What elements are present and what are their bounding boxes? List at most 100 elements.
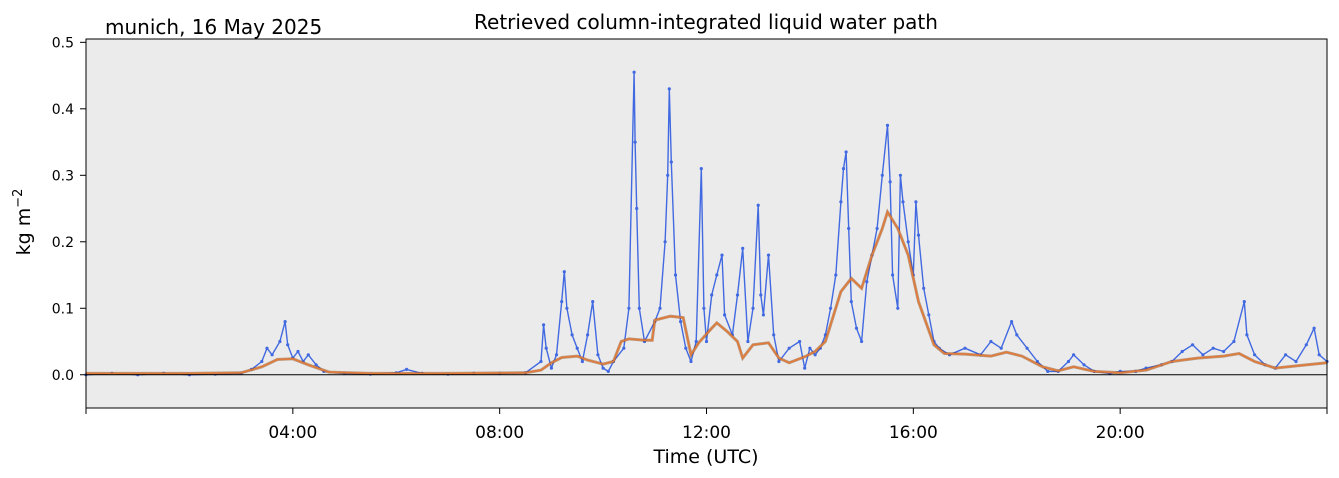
y-axis-label-base: kg m	[13, 208, 35, 256]
data-point	[575, 346, 579, 350]
data-point	[666, 173, 670, 177]
data-point	[622, 346, 626, 350]
data-point	[560, 300, 564, 304]
data-point	[1232, 339, 1236, 344]
data-point	[669, 160, 673, 164]
data-point	[632, 70, 636, 74]
data-point	[875, 226, 879, 231]
data-point	[1294, 359, 1298, 364]
data-point	[751, 306, 755, 310]
data-point	[405, 367, 409, 371]
data-point	[570, 333, 574, 337]
data-point	[637, 306, 641, 310]
data-point	[591, 300, 595, 304]
x-tick-label: 16:00	[889, 423, 938, 443]
data-point	[829, 306, 833, 310]
data-point	[741, 246, 745, 250]
data-point	[860, 339, 864, 344]
x-tick-label: 12:00	[682, 423, 731, 443]
data-point	[1191, 343, 1195, 347]
data-point	[756, 203, 760, 207]
data-point	[667, 87, 671, 91]
data-point	[286, 343, 290, 347]
y-tick-label: 0.5	[52, 35, 74, 51]
y-tick-label: 0.3	[52, 168, 74, 184]
data-point	[633, 140, 637, 144]
data-point	[549, 366, 554, 370]
data-point	[735, 293, 740, 297]
data-point	[849, 300, 853, 304]
data-point	[854, 326, 859, 330]
data-point	[270, 353, 274, 357]
data-point	[542, 323, 546, 327]
data-point	[562, 270, 566, 274]
data-point	[1082, 363, 1086, 367]
data-point	[927, 313, 931, 317]
data-point	[673, 273, 678, 277]
data-point	[1072, 353, 1076, 357]
plot-area	[86, 39, 1327, 408]
data-point	[1317, 353, 1321, 357]
data-point	[1015, 333, 1019, 337]
data-point	[260, 359, 264, 364]
data-point	[699, 167, 703, 171]
data-point	[684, 346, 688, 350]
data-point	[715, 273, 719, 277]
data-point	[839, 200, 843, 204]
y-axis-label: kg m−2	[11, 189, 35, 256]
data-point	[772, 333, 776, 337]
data-point	[906, 240, 910, 244]
data-point	[989, 339, 993, 344]
data-point	[296, 349, 300, 354]
data-point	[278, 339, 282, 344]
x-tick-label: 04:00	[268, 423, 317, 443]
data-point	[888, 180, 892, 184]
series-layer	[84, 70, 1329, 377]
data-point	[1242, 300, 1246, 304]
data-point	[1284, 353, 1288, 357]
data-point	[999, 346, 1003, 350]
data-point	[554, 353, 559, 357]
data-point	[844, 150, 848, 154]
data-point	[885, 123, 890, 127]
data-point	[539, 359, 543, 364]
data-point	[1025, 346, 1029, 350]
data-point	[596, 353, 600, 357]
data-point	[283, 320, 287, 324]
ticks-layer: 04:00 08:00 12:00 16:00 20:00 0.0 0.1 0.2 0.3 0.4…	[52, 35, 1328, 443]
data-point	[1253, 353, 1257, 357]
data-point	[710, 293, 714, 297]
data-point	[314, 363, 318, 367]
data-point	[916, 233, 921, 237]
data-point	[1010, 320, 1014, 324]
data-point	[586, 333, 590, 337]
data-point	[1304, 343, 1308, 347]
data-point	[901, 200, 905, 204]
data-point	[1312, 326, 1316, 330]
x-tick-label: 08:00	[475, 423, 524, 443]
data-point	[580, 359, 585, 364]
data-point	[694, 339, 698, 344]
data-point	[898, 173, 903, 177]
data-point	[1066, 359, 1071, 364]
data-point	[1211, 346, 1215, 350]
y-tick-label: 0.4	[52, 102, 74, 118]
y-tick-label: 0.2	[52, 235, 74, 251]
data-point	[704, 339, 709, 344]
data-point	[1046, 369, 1050, 373]
data-point	[865, 280, 869, 284]
data-point	[803, 366, 807, 370]
data-point	[306, 353, 310, 357]
data-point	[759, 293, 763, 297]
data-point	[896, 306, 900, 310]
data-point	[702, 306, 706, 310]
x-tick-label: 20:00	[1096, 423, 1145, 443]
data-point	[627, 306, 631, 310]
x-axis-label: Time (UTC)	[652, 446, 758, 468]
data-point	[658, 306, 662, 310]
data-point	[766, 253, 771, 257]
data-point	[1180, 349, 1184, 354]
data-point	[963, 346, 967, 350]
y-tick-label: 0.0	[52, 368, 74, 384]
